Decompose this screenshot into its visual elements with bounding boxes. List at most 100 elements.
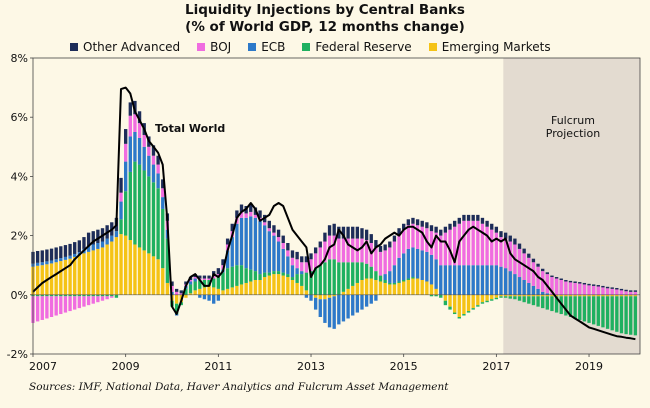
bar-boj [564,281,568,295]
bar-emerging-markets [503,294,508,297]
bar-other-advanced [151,145,156,156]
bar-federal-reserve [327,259,332,295]
bar-other-advanced [82,237,86,249]
bar-other-advanced [439,229,443,236]
bar-boj [49,296,54,317]
bar-other-advanced [568,280,573,283]
chart-subtitle: (% of World GDP, 12 months change) [185,19,465,35]
bar-boj [466,220,471,266]
bar-emerging-markets [573,294,577,297]
bar-federal-reserve [323,262,327,295]
bar-other-advanced [378,245,383,252]
bar-other-advanced [466,214,471,221]
bar-federal-reserve [388,282,392,285]
bar-federal-reserve [466,311,471,313]
bar-boj [443,232,448,266]
bar-federal-reserve [448,306,452,310]
bar-federal-reserve [476,305,480,307]
bar-boj [439,235,443,266]
bar-federal-reserve [619,296,624,334]
bar-boj [188,280,193,282]
bar-federal-reserve [624,296,628,335]
bar-emerging-markets [601,294,605,297]
bar-other-advanced [443,226,448,233]
bar-emerging-markets [156,259,160,295]
bar-federal-reserve [128,171,132,241]
bar-federal-reserve [73,294,77,297]
bar-federal-reserve [578,296,582,320]
bar-federal-reserve [137,164,142,248]
bar-federal-reserve [161,208,165,269]
bar-federal-reserve [309,271,313,295]
bar-emerging-markets [184,294,188,298]
bar-federal-reserve [235,265,239,286]
bar-federal-reserve [457,317,461,319]
bar-emerging-markets [476,294,480,306]
bar-ecb [295,268,299,275]
bar-other-advanced [587,283,591,286]
bar-emerging-markets [457,294,461,317]
bar-federal-reserve [522,296,526,303]
bar-other-advanced [156,155,160,165]
y-tick-label: 2% [11,230,28,243]
bar-other-advanced [35,250,40,263]
bar-ecb [309,294,313,301]
bar-emerging-markets [406,280,410,295]
bar-boj [633,291,638,295]
bar-federal-reserve [249,269,253,282]
bar-other-advanced [267,220,271,229]
bar-federal-reserve [202,280,207,288]
bar-federal-reserve [439,294,443,298]
bar-federal-reserve [573,296,577,319]
bar-emerging-markets [360,280,364,295]
bar-other-advanced [415,219,420,226]
bar-boj [193,277,197,279]
bar-other-advanced [161,179,165,189]
bar-emerging-markets [212,287,216,295]
bar-boj [573,282,577,295]
bar-boj [45,296,49,319]
bar-other-advanced [364,229,369,241]
bar-emerging-markets [77,255,82,295]
bar-emerging-markets [73,256,77,295]
bar-other-advanced [615,287,619,290]
bar-ecb [45,261,49,265]
bar-ecb [105,238,109,245]
legend-label-federal-reserve: Federal Reserve [315,40,412,54]
bar-other-advanced [610,287,614,289]
bar-boj [105,296,109,300]
bar-boj [128,115,132,137]
bar-emerging-markets [443,294,448,301]
bar-boj [462,220,466,266]
bar-boj [73,296,77,310]
bar-other-advanced [59,246,63,259]
y-tick-label: 8% [11,52,28,65]
bar-federal-reserve [239,265,244,285]
bar-emerging-markets [165,282,170,295]
bar-emerging-markets [35,265,40,295]
bar-other-advanced [541,268,545,272]
bar-federal-reserve [286,274,290,278]
bar-emerging-markets [550,294,554,297]
bar-federal-reserve [45,294,49,297]
bar-emerging-markets [225,288,230,295]
bar-boj [568,282,573,295]
bar-emerging-markets [452,294,457,313]
bar-federal-reserve [531,296,536,306]
bar-emerging-markets [91,250,95,295]
bar-other-advanced [202,275,207,279]
bar-other-advanced [318,241,322,248]
bar-emerging-markets [230,287,234,295]
bar-emerging-markets [619,294,624,297]
bar-boj [448,229,452,266]
chart-legend: Other Advanced BOJ ECB Federal Reserve E… [70,40,551,54]
bar-federal-reserve [605,296,610,329]
bar-ecb [480,265,485,295]
bar-federal-reserve [281,272,285,276]
bar-boj [503,238,508,269]
bar-ecb [156,173,160,189]
bar-other-advanced [573,281,577,283]
bar-federal-reserve [318,265,322,295]
bar-other-advanced [332,223,336,236]
